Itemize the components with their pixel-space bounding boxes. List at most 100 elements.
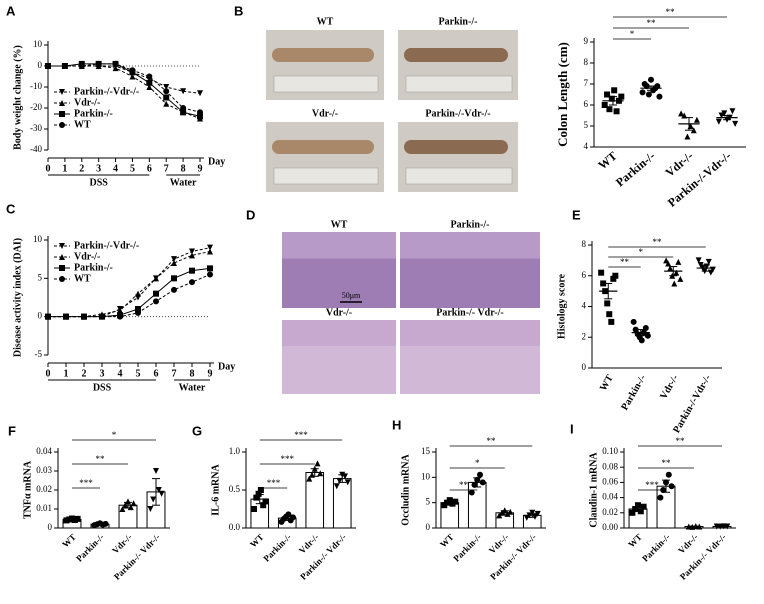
y-tick-label: 0 bbox=[38, 311, 43, 321]
panel-letter: D bbox=[246, 207, 255, 222]
panel-letter: I bbox=[570, 421, 574, 436]
data-point bbox=[342, 473, 348, 480]
data-point bbox=[135, 306, 141, 312]
legend-label: WT bbox=[74, 119, 91, 130]
histology-texture bbox=[400, 345, 540, 394]
y-tick-label: 4 bbox=[582, 301, 587, 311]
data-point bbox=[309, 471, 315, 478]
x-tick-label: Vdr-/- bbox=[487, 532, 511, 556]
y-tick-label: 0.06 bbox=[602, 476, 618, 486]
data-point bbox=[117, 313, 123, 320]
data-point bbox=[611, 87, 618, 94]
significance-label: ** bbox=[96, 454, 106, 464]
data-point bbox=[153, 298, 159, 305]
data-point bbox=[112, 60, 119, 67]
y-axis-label: Claudin-1 mRNA bbox=[588, 452, 599, 528]
data-point bbox=[648, 76, 654, 83]
data-point bbox=[696, 523, 703, 530]
data-point bbox=[207, 265, 213, 272]
data-point bbox=[339, 471, 346, 478]
x-tick-label: 9 bbox=[208, 368, 213, 379]
data-point bbox=[207, 248, 213, 255]
data-point bbox=[255, 490, 262, 497]
data-point bbox=[729, 108, 736, 115]
data-point bbox=[677, 275, 684, 282]
colon-tissue bbox=[272, 140, 374, 154]
significance-label: * bbox=[630, 29, 635, 39]
data-point bbox=[507, 508, 514, 515]
data-point bbox=[102, 520, 109, 527]
data-point bbox=[95, 60, 102, 67]
y-tick-label: 0.04 bbox=[36, 446, 52, 456]
y-tick-label: 0.02 bbox=[36, 484, 52, 494]
panel-letter: C bbox=[6, 201, 16, 216]
data-point bbox=[471, 481, 478, 488]
legend-label: Parkin-/-Vdr-/- bbox=[74, 240, 139, 251]
data-point bbox=[724, 116, 730, 123]
legend-label: Parkin-/- bbox=[74, 108, 113, 119]
data-point bbox=[251, 506, 258, 512]
ruler bbox=[273, 75, 379, 93]
x-tick-label: 4 bbox=[118, 368, 123, 379]
y-tick-label: 0.02 bbox=[602, 507, 618, 517]
data-point bbox=[701, 268, 708, 275]
data-point bbox=[608, 95, 615, 102]
y-axis-label: Occludin mRNA bbox=[400, 454, 411, 526]
data-point bbox=[171, 260, 177, 266]
data-point bbox=[189, 252, 195, 259]
data-point bbox=[163, 100, 170, 107]
significance-label: ** bbox=[647, 18, 657, 28]
legend-label: Parkin-/- bbox=[74, 262, 113, 273]
data-point bbox=[598, 269, 605, 276]
significance-label: ** bbox=[666, 7, 676, 17]
data-point bbox=[604, 300, 611, 307]
x-tick-label: 4 bbox=[113, 163, 118, 174]
x-tick-label: 7 bbox=[172, 368, 177, 379]
data-point bbox=[726, 114, 733, 121]
data-point bbox=[180, 88, 187, 95]
x-tick-label: WT bbox=[438, 532, 456, 550]
y-axis-label: IL-6 mRNA bbox=[210, 464, 221, 516]
x-tick-label: 5 bbox=[130, 163, 135, 174]
data-point bbox=[163, 94, 170, 101]
data-point bbox=[63, 313, 69, 320]
data-point bbox=[189, 248, 195, 255]
data-point bbox=[705, 258, 712, 265]
data-point bbox=[629, 509, 636, 516]
x-tick-label: Parkin-/- bbox=[74, 532, 106, 564]
x-tick-label: 6 bbox=[154, 368, 159, 379]
data-point bbox=[477, 471, 483, 478]
series-line bbox=[48, 63, 201, 117]
data-point bbox=[638, 337, 645, 344]
data-point bbox=[632, 506, 639, 512]
data-point bbox=[697, 261, 704, 268]
data-point bbox=[129, 73, 136, 80]
data-point bbox=[635, 502, 641, 509]
data-point bbox=[207, 244, 213, 251]
data-point bbox=[613, 108, 620, 115]
y-tick-label: -40 bbox=[30, 144, 42, 154]
y-tick-label: -30 bbox=[30, 123, 42, 133]
y-tick-label: 5 bbox=[426, 497, 431, 507]
x-tick-label: Parkin-/- bbox=[451, 532, 483, 564]
data-point bbox=[630, 318, 637, 325]
phase-label: DSS bbox=[89, 177, 108, 188]
panel-letter: B bbox=[234, 3, 243, 18]
panel-letter: G bbox=[192, 423, 202, 438]
data-point bbox=[171, 286, 177, 293]
data-point bbox=[112, 65, 119, 72]
x-tick-label: WT bbox=[598, 373, 616, 393]
histology-texture bbox=[282, 345, 396, 394]
significance-label: ** bbox=[662, 458, 672, 468]
data-point bbox=[671, 280, 678, 287]
data-point bbox=[675, 258, 682, 265]
data-point bbox=[135, 309, 141, 316]
data-point bbox=[446, 497, 453, 504]
data-point bbox=[74, 515, 81, 522]
x-tick-label: 1 bbox=[62, 163, 67, 174]
data-point bbox=[699, 265, 706, 272]
histology-texture bbox=[400, 258, 540, 308]
legend-marker bbox=[59, 243, 65, 249]
data-point bbox=[523, 514, 530, 521]
data-point bbox=[45, 63, 51, 69]
